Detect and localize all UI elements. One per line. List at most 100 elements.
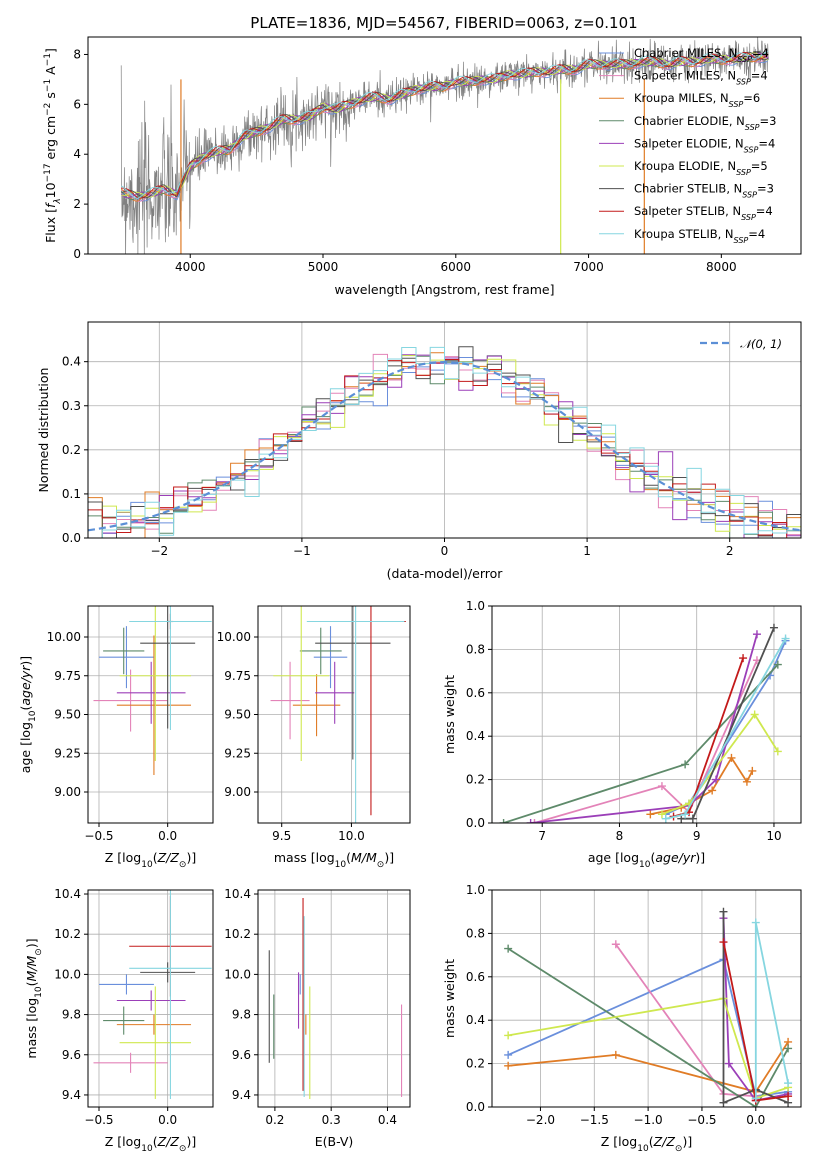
histogram-legend: 𝒩(0, 1) xyxy=(700,337,782,351)
error-bar-salpeter_elodie xyxy=(315,661,355,724)
model-line-kroupa_stelib xyxy=(120,50,769,199)
weight-line xyxy=(534,659,758,823)
normal-pdf-curve xyxy=(88,360,801,532)
x-axis-label: Z [log10(Z/Z⊙)] xyxy=(105,1134,197,1154)
y-tick-label: 0.4 xyxy=(62,355,81,369)
y-axis-label: Flux [fλ10−17 erg cm−2 s−1 A−1] xyxy=(43,48,63,243)
y-tick-label: 0.6 xyxy=(466,686,485,700)
y-tick-label: 4 xyxy=(73,147,81,161)
x-axis-label: Z [log10(Z/Z⊙)] xyxy=(105,850,197,870)
y-tick-label: 9.00 xyxy=(54,785,81,799)
y-tick-label: 9.25 xyxy=(224,746,251,760)
x-tick-label: 5000 xyxy=(308,260,339,274)
legend-label: Salpeter MILES, NSSP=4 xyxy=(634,69,768,87)
y-tick-label: 0.0 xyxy=(466,816,485,830)
legend-item-kroupa_elodie: Kroupa ELODIE, NSSP=5 xyxy=(599,159,768,177)
weight-marker xyxy=(499,819,508,823)
legend-item-kroupa_stelib: Kroupa STELIB, NSSP=4 xyxy=(599,227,765,245)
weight-line xyxy=(722,911,789,1105)
y-tick-label: 0.2 xyxy=(466,773,485,787)
axes-frame xyxy=(257,889,411,1108)
x-axis-label: age [log10(age/yr)] xyxy=(588,850,705,870)
y-tick-label: 0 xyxy=(73,247,81,261)
weight-lines xyxy=(504,907,793,1107)
weight-marker xyxy=(724,1059,733,1068)
error-bar-kroupa_stelib xyxy=(306,606,405,823)
x-tick-label: 1 xyxy=(583,544,591,558)
figure-title: PLATE=1836, MJD=54567, FIBERID=0063, z=0… xyxy=(250,14,637,32)
y-tick-label: 0.2 xyxy=(466,1057,485,1071)
weight-marker xyxy=(784,1092,793,1101)
weight-marker xyxy=(781,634,790,643)
weight-marker xyxy=(712,775,721,784)
weight-marker xyxy=(751,1094,760,1103)
y-axis-label: age [log10(age/yr)] xyxy=(18,656,38,773)
legend-label: Salpeter STELIB, NSSP=4 xyxy=(634,204,773,222)
y-axis-label: mass weight xyxy=(442,675,457,754)
legend-item-salpeter_stelib: Salpeter STELIB, NSSP=4 xyxy=(599,204,773,222)
y-tick-label: 9.25 xyxy=(54,746,81,760)
x-axis-label: mass [log10(M/M⊙)] xyxy=(274,850,394,870)
y-tick-label: 9.75 xyxy=(224,669,251,683)
y-tick-label: 9.8 xyxy=(232,1008,251,1022)
weight-marker xyxy=(611,1050,620,1059)
error-bar-chabrier_miles xyxy=(313,626,348,689)
y-tick-label: 0.3 xyxy=(62,399,81,413)
error-bar-kroupa_miles xyxy=(116,1014,192,1035)
weight-marker xyxy=(661,814,670,823)
y-tick-label: 10.2 xyxy=(54,927,81,941)
y-tick-label: 9.6 xyxy=(62,1048,81,1062)
error-bar-chabrier_miles xyxy=(98,974,154,995)
legend-label: Kroupa STELIB, NSSP=4 xyxy=(634,227,765,245)
weight-marker xyxy=(504,944,513,953)
x-axis-label: Z [log10(Z/Z⊙)] xyxy=(601,1134,693,1154)
weight-marker xyxy=(742,777,751,786)
weight-line xyxy=(722,918,789,1102)
x-tick-label: −1 xyxy=(293,544,311,558)
weight-marker xyxy=(727,753,736,762)
y-tick-label: 9.8 xyxy=(62,1008,81,1022)
error-bar-chabrier_elodie xyxy=(299,627,342,675)
legend-item-salpeter_miles: Salpeter MILES, NSSP=4 xyxy=(599,69,768,87)
error-bars xyxy=(93,606,212,775)
x-tick-label: 2 xyxy=(726,544,734,558)
error-bar-kroupa_elodie xyxy=(273,606,330,761)
legend-label: Kroupa MILES, NSSP=6 xyxy=(634,91,760,109)
error-bar-kroupa_miles xyxy=(116,635,192,775)
legend-item-chabrier_elodie: Chabrier ELODIE, NSSP=3 xyxy=(599,114,776,131)
x-axis-label: (data-model)/error xyxy=(387,566,504,581)
weight-marker xyxy=(504,1031,513,1040)
weight-marker xyxy=(681,760,690,769)
error-bar-salpeter_elodie xyxy=(116,990,186,1011)
y-tick-label: 9.4 xyxy=(232,1088,251,1102)
mass_vs_ebv-plot-area xyxy=(258,890,410,1107)
mass-weight-vs-age-panel: 7 8 9 10 0.0 0.2 0.4 0.6 0.8 1.0 age [log10(age/yr… xyxy=(442,599,802,870)
mass-vs-ebv-panel: 0.2 0.3 0.4 9.4 9.6 9.8 10.0 10.2 10.4 E(B-V) xyxy=(224,887,411,1149)
x-tick-label: 9 xyxy=(693,829,701,843)
y-tick-label: 0.8 xyxy=(466,926,485,940)
model-line-salpeter_miles xyxy=(121,55,769,202)
y-axis-label: mass weight xyxy=(442,959,457,1038)
y-tick-label: 10.0 xyxy=(54,967,81,981)
x-tick-label: −2.0 xyxy=(526,1113,555,1127)
y-tick-label: 9.75 xyxy=(54,669,81,683)
y-tick-label: 10.00 xyxy=(47,630,81,644)
weight-line xyxy=(661,712,779,816)
error-bars xyxy=(270,606,406,823)
x-tick-label: 10 xyxy=(766,829,781,843)
legend-item-salpeter_elodie: Salpeter ELODIE, NSSP=4 xyxy=(599,136,775,154)
weight-marker xyxy=(719,938,728,947)
x-tick-label: −1.5 xyxy=(580,1113,609,1127)
spectrum-panel: 4000 5000 6000 7000 8000 0 2 4 6 8 wavelength [Ang… xyxy=(43,36,802,297)
error-bar-chabrier_elodie xyxy=(103,627,145,675)
y-tick-label: 10.0 xyxy=(224,967,251,981)
x-axis-label: E(B-V) xyxy=(315,1134,354,1149)
y-tick-label: 10.00 xyxy=(217,630,251,644)
x-tick-label: −0.5 xyxy=(687,1113,716,1127)
axes-frame xyxy=(491,889,802,1108)
x-tick-label: 0.3 xyxy=(322,1113,341,1127)
weight-marker xyxy=(751,918,760,927)
x-tick-label: 0 xyxy=(441,544,449,558)
x-tick-label: −0.5 xyxy=(84,1113,113,1127)
model-line-kroupa_miles xyxy=(120,53,769,202)
